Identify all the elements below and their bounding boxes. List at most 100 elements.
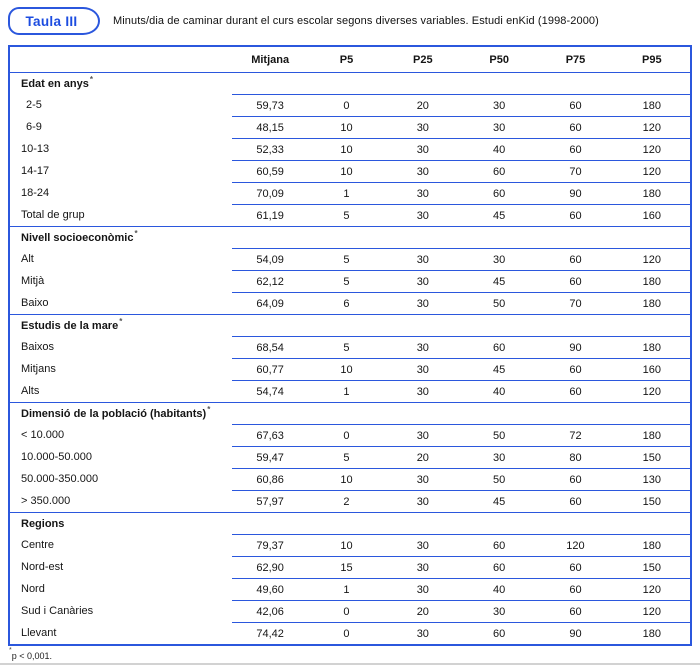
cell-value: 60,77 (256, 363, 284, 376)
cell-value: 30 (416, 539, 429, 552)
cell-value: 80 (569, 451, 582, 464)
cell-value: 60 (493, 165, 506, 178)
cell-value: 180 (642, 99, 661, 112)
table-row: Sud i Canàries 42,06 0 20 30 60 120 (10, 600, 690, 622)
cell-value: 60 (569, 583, 582, 596)
row-values: 62,12 5 30 45 60 180 (232, 270, 690, 292)
cell-value: 6 (343, 297, 350, 310)
row-label: 18-24 (21, 187, 50, 199)
cell-value: 5 (343, 451, 350, 464)
cell-value: 30 (416, 363, 429, 376)
footnote-asterisk: * (9, 647, 12, 654)
cell-value: 2 (343, 495, 350, 508)
cell-value: 60 (569, 473, 582, 486)
cell-value: 60 (493, 187, 506, 200)
row-values: 60,86 10 30 50 60 130 (232, 468, 690, 490)
row-values: 68,54 5 30 60 90 180 (232, 336, 690, 358)
table-row: 2-5 59,73 0 20 30 60 180 (10, 94, 690, 116)
cell-value: 60 (569, 209, 582, 222)
table-row: 6-9 48,15 10 30 30 60 120 (10, 116, 690, 138)
cell-value: 120 (642, 385, 661, 398)
cell-value: 30 (416, 385, 429, 398)
cell-value: 62,90 (256, 561, 284, 574)
table-row: Baixo 64,09 6 30 50 70 180 (10, 292, 690, 314)
cell-value: 30 (416, 561, 429, 574)
cell-value: 30 (493, 121, 506, 134)
cell-value: 30 (416, 253, 429, 266)
cell-value: 20 (416, 605, 429, 618)
row-label: > 350.000 (21, 495, 71, 507)
row-label: Baixos (21, 341, 55, 353)
column-header-row: Mitjana P5 P25 P50 P75 P95 (10, 47, 690, 72)
cell-value: 57,97 (256, 495, 284, 508)
cell-value: 180 (642, 627, 661, 640)
cell-value: 74,42 (256, 627, 284, 640)
cell-value: 60 (569, 143, 582, 156)
footnote-text: p < 0,001. (11, 651, 53, 661)
row-label: Nord-est (21, 561, 64, 573)
cell-value: 150 (642, 451, 661, 464)
cell-value: 61,19 (256, 209, 284, 222)
table-row: Nord 49,60 1 30 40 60 120 (10, 578, 690, 600)
cell-value: 45 (493, 363, 506, 376)
cell-value: 30 (416, 187, 429, 200)
cell-value: 120 (642, 253, 661, 266)
table-row: 18-24 70,09 1 30 60 90 180 (10, 182, 690, 204)
cell-value: 60 (493, 539, 506, 552)
table-title: Minuts/dia de caminar durant el curs esc… (113, 15, 599, 27)
section-header-row: Edat en anys * (10, 72, 690, 94)
row-label: Baixo (21, 297, 49, 309)
cell-value: 72 (569, 429, 582, 442)
cell-value: 45 (493, 495, 506, 508)
table-row: Baixos 68,54 5 30 60 90 180 (10, 336, 690, 358)
cell-value: 1 (343, 187, 350, 200)
table-header: Taula III Minuts/dia de caminar durant e… (8, 7, 692, 35)
row-label: Nord (21, 583, 45, 595)
cell-value: 45 (493, 275, 506, 288)
cell-value: 180 (642, 275, 661, 288)
cell-value: 59,73 (256, 99, 284, 112)
row-label: 6-9 (26, 121, 42, 133)
cell-value: 30 (493, 99, 506, 112)
row-label: Centre (21, 539, 55, 551)
row-label: Mitjans (21, 363, 56, 375)
table-row: Mitjà 62,12 5 30 45 60 180 (10, 270, 690, 292)
row-label: 14-17 (21, 165, 50, 177)
cell-value: 70 (569, 165, 582, 178)
section-header-row: Regions (10, 512, 690, 534)
section-header-label: Nivell socioeconòmic * (10, 227, 690, 248)
cell-value: 30 (416, 341, 429, 354)
cell-value: 10 (340, 473, 353, 486)
section-header-text: Edat en anys (21, 77, 89, 90)
cell-value: 5 (343, 209, 350, 222)
cell-value: 120 (642, 143, 661, 156)
row-values: 54,74 1 30 40 60 120 (232, 380, 690, 402)
cell-value: 30 (416, 627, 429, 640)
cell-value: 150 (642, 495, 661, 508)
column-header: P50 (489, 53, 509, 66)
cell-value: 60 (569, 495, 582, 508)
cell-value: 10 (340, 363, 353, 376)
table-row: Mitjans 60,77 10 30 45 60 160 (10, 358, 690, 380)
row-label: Sud i Canàries (21, 605, 94, 617)
data-table: Mitjana P5 P25 P50 P75 P95 Edat en anys *… (8, 45, 692, 646)
cell-value: 10 (340, 121, 353, 134)
cell-value: 1 (343, 385, 350, 398)
cell-value: 5 (343, 341, 350, 354)
cell-value: 30 (493, 605, 506, 618)
table-label-text: Taula III (25, 13, 78, 29)
column-header: P95 (642, 53, 662, 66)
row-values: 64,09 6 30 50 70 180 (232, 292, 690, 314)
cell-value: 0 (343, 99, 350, 112)
row-values: 48,15 10 30 30 60 120 (232, 116, 690, 138)
section-header-text: Estudis de la mare (21, 319, 119, 332)
row-values: 59,47 5 20 30 80 150 (232, 446, 690, 468)
cell-value: 60,86 (256, 473, 284, 486)
cell-value: 120 (566, 539, 585, 552)
cell-value: 90 (569, 187, 582, 200)
cell-value: 0 (343, 627, 350, 640)
section-header-label: Estudis de la mare * (10, 315, 690, 336)
cell-value: 30 (493, 451, 506, 464)
row-label: 2-5 (26, 99, 42, 111)
cell-value: 67,63 (256, 429, 284, 442)
